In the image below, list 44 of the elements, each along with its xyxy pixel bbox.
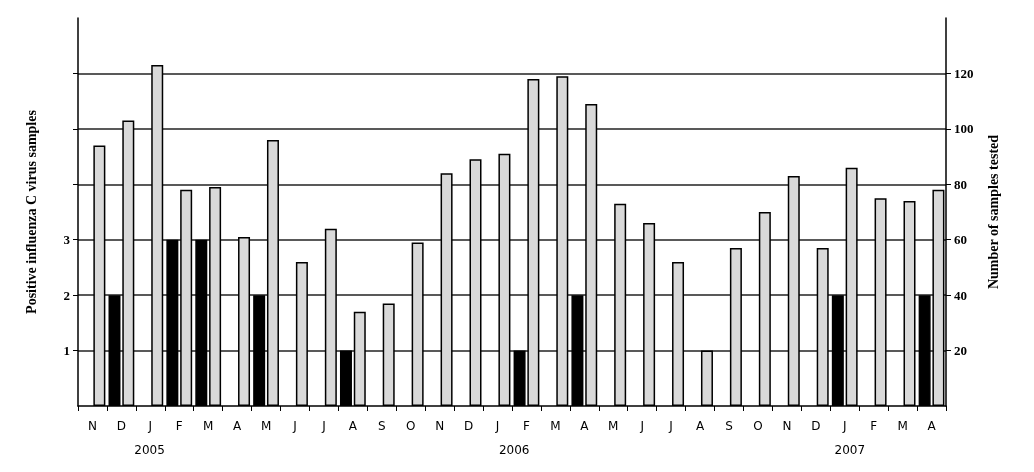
x-tick-label: A [580,419,590,433]
x-tick-label: S [725,419,733,433]
x-tick-label: M [260,419,272,433]
x-tick-label: J [668,419,673,433]
x-tick-label: F [175,419,183,433]
x-tick-label: J [494,419,500,433]
x-tick-label: A [695,419,705,433]
x-tick-label: A [233,419,243,433]
y2-tick-label: 40 [954,287,967,303]
y-axis-title: Positive influenza C virus samples [23,109,39,314]
text: 2007 [834,443,866,457]
x-tick-label: D [463,419,474,433]
text: 2006 [498,443,530,457]
y-tick-label: 3 [63,232,71,248]
x-tick-label: O [753,419,763,433]
x-tick-label: M [608,419,619,433]
x-tick-label: J [841,419,847,433]
x-tick-label: A [348,419,358,433]
x-tick-label: A [927,419,937,433]
y2-tick-label: 80 [954,176,967,192]
x-tick-label: J [292,419,297,433]
y2-axis-title: Number of samples tested [985,134,1001,290]
y-tick-label: 2 [63,287,70,303]
y2-tick-label: 20 [954,343,967,359]
x-tick-label: J [321,419,326,433]
x-tick-label: D [116,419,127,433]
x-tick-label: J [639,419,644,433]
x-tick-label: O [406,419,416,433]
x-tick-label: F [870,419,878,433]
x-tick-label: M [203,419,214,433]
x-tick-label: M [550,419,561,433]
x-tick-label: D [811,419,821,433]
text: 2005 [134,443,165,457]
y2-tick-label: 60 [954,232,967,248]
x-tick-label: S [377,419,386,433]
x-tick-label: J [147,419,153,433]
x-tick-label: F [523,419,531,433]
x-tick-label: N [435,419,445,433]
x-tick-label: M [897,419,908,433]
x-tick-label: N [782,419,792,433]
x-tick-label: N [87,419,97,433]
y2-tick-label: 100 [954,121,974,137]
y2-tick-label: 120 [954,65,974,81]
y-tick-label: 1 [63,343,70,359]
